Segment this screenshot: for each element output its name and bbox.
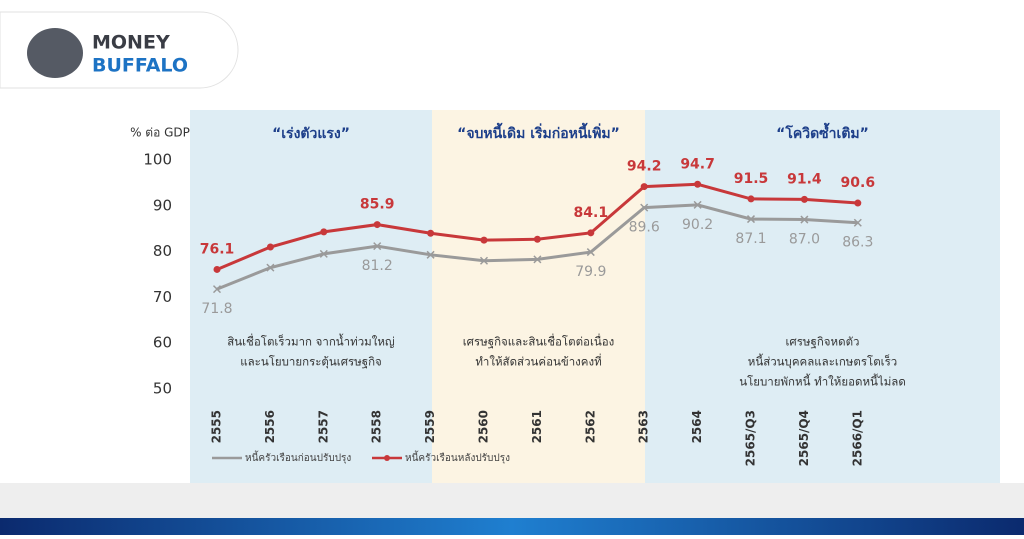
legend-label: หนี้ครัวเรือนหลังปรับปรุง bbox=[405, 450, 510, 464]
marker bbox=[586, 248, 595, 257]
x-tick-label: 2566/Q1 bbox=[850, 410, 864, 466]
logo-icon bbox=[27, 28, 83, 78]
x-tick-label: 2562 bbox=[583, 410, 597, 443]
plot: % ต่อ GDP 50 60 70 80 90 100 2555 2556 2557 2558 25… bbox=[130, 126, 875, 467]
data-label: 90.6 bbox=[841, 175, 876, 191]
marker bbox=[373, 242, 382, 251]
section-note: และนโยบายกระตุ้นเศรษฐกิจ bbox=[240, 355, 382, 369]
x-tick-label: 2564 bbox=[690, 410, 704, 443]
y-tick-label: 90 bbox=[153, 196, 172, 214]
marker bbox=[854, 199, 862, 207]
x-tick-label: 2565/Q3 bbox=[744, 410, 758, 466]
x-tick-label: 2565/Q4 bbox=[797, 410, 811, 466]
marker bbox=[693, 200, 702, 209]
section-background bbox=[645, 110, 1000, 483]
legend-label: หนี้ครัวเรือนก่อนปรับปรุง bbox=[245, 450, 351, 464]
marker bbox=[640, 203, 649, 212]
marker bbox=[479, 256, 489, 265]
x-tick-label: 2559 bbox=[423, 410, 437, 443]
x-tick-label: 2555 bbox=[210, 410, 224, 443]
section-background bbox=[190, 110, 432, 483]
marker bbox=[640, 183, 648, 191]
marker bbox=[533, 255, 542, 264]
data-label: 91.4 bbox=[787, 171, 822, 187]
data-label: 85.9 bbox=[360, 197, 395, 213]
marker bbox=[694, 180, 702, 188]
marker bbox=[426, 250, 435, 259]
marker bbox=[427, 229, 435, 237]
section-note: หนี้ส่วนบุคคลและเกษตรโตเร็ว bbox=[748, 354, 897, 369]
data-label: 86.3 bbox=[842, 235, 873, 251]
x-tick-label: 2557 bbox=[316, 410, 330, 443]
data-label: 89.6 bbox=[629, 220, 660, 236]
data-label: 76.1 bbox=[200, 241, 235, 257]
data-label: 84.1 bbox=[574, 205, 609, 221]
marker bbox=[213, 265, 221, 273]
data-label: 90.2 bbox=[682, 217, 713, 233]
marker bbox=[800, 215, 809, 224]
marker bbox=[266, 263, 275, 272]
legend-marker bbox=[384, 455, 390, 461]
marker bbox=[212, 285, 222, 294]
marker bbox=[266, 243, 274, 251]
marker bbox=[320, 228, 328, 236]
x-tick-label: 2563 bbox=[637, 410, 651, 443]
section-note: เศรษฐกิจหดตัว bbox=[785, 335, 859, 349]
marker bbox=[800, 195, 808, 203]
data-label: 71.8 bbox=[201, 301, 232, 317]
marker bbox=[853, 218, 862, 227]
data-label: 87.0 bbox=[789, 232, 820, 248]
data-label: 81.2 bbox=[362, 258, 393, 274]
x-tick-label: 2561 bbox=[530, 410, 544, 443]
y-tick-label: 60 bbox=[153, 334, 172, 352]
marker bbox=[587, 229, 595, 237]
section-title: “เร่งตัวแรง” bbox=[272, 126, 350, 142]
section-note: เศรษฐกิจและสินเชื่อโตต่อเนื่อง bbox=[463, 334, 615, 349]
logo-text: BUFFALO bbox=[92, 55, 188, 77]
x-tick-label: 2556 bbox=[263, 410, 277, 443]
y-axis-label: % ต่อ GDP bbox=[130, 126, 190, 140]
y-tick-label: 70 bbox=[153, 288, 172, 306]
footer-bar bbox=[0, 518, 1024, 535]
section-note: ทำให้สัดส่วนค่อนข้างคงที่ bbox=[475, 354, 601, 369]
sections: “เร่งตัวแรง” สินเชื่อโตเร็วมาก จากน้ำท่วม… bbox=[190, 110, 1000, 483]
marker bbox=[373, 221, 381, 229]
x-tick-label: 2558 bbox=[370, 410, 384, 443]
section-title: “จบหนี้เดิม เริ่มก่อหนี้เพิ่ม” bbox=[457, 122, 620, 142]
y-tick-label: 80 bbox=[153, 242, 172, 260]
y-tick-label: 50 bbox=[153, 380, 172, 398]
marker bbox=[747, 195, 755, 203]
y-tick-label: 100 bbox=[143, 151, 172, 169]
section-note: นโยบายพักหนี้ ทำให้ยอดหนี้ไม่ลด bbox=[739, 374, 906, 389]
logo-text: MONEY bbox=[92, 32, 170, 54]
data-label: 87.1 bbox=[735, 231, 766, 247]
data-label: 94.2 bbox=[627, 159, 662, 175]
section-background bbox=[432, 110, 645, 483]
marker bbox=[319, 249, 328, 258]
marker bbox=[746, 215, 756, 224]
data-label: 79.9 bbox=[575, 264, 606, 280]
data-label: 91.5 bbox=[734, 171, 769, 187]
marker bbox=[533, 235, 541, 243]
data-label: 94.7 bbox=[680, 156, 715, 172]
x-tick-label: 2560 bbox=[477, 410, 491, 443]
section-title: “โควิดซ้ำเติม” bbox=[776, 122, 869, 142]
marker bbox=[480, 236, 488, 244]
section-note: สินเชื่อโตเร็วมาก จากน้ำท่วมใหญ่ bbox=[227, 334, 395, 349]
